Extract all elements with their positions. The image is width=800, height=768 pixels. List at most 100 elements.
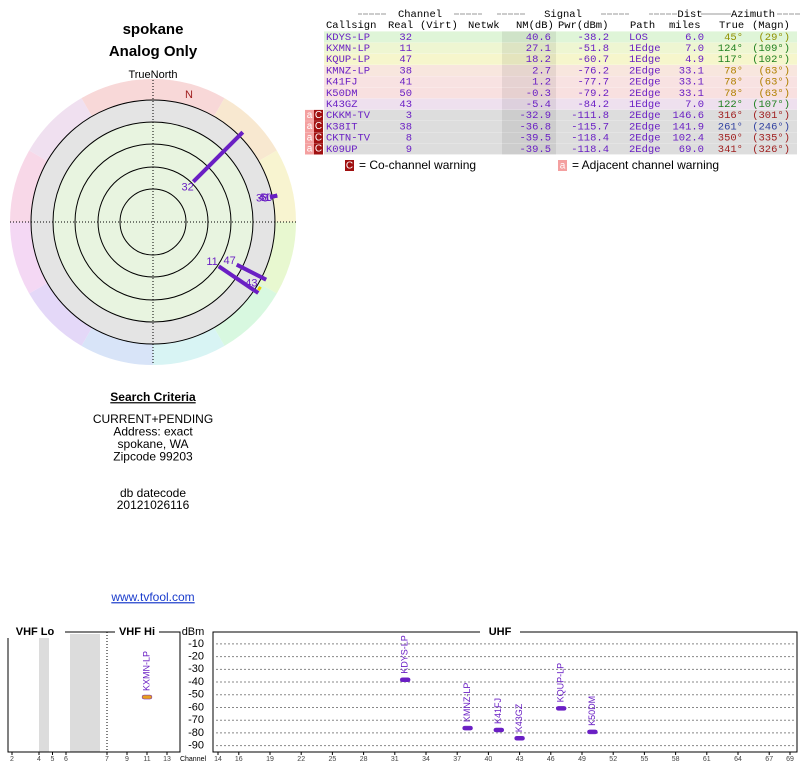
cell-real: 38 xyxy=(399,65,412,77)
row-bg xyxy=(324,121,797,132)
cell-pwr: -77.7 xyxy=(577,77,609,89)
station-table: Channel Signal Dist Azimuth Callsign Real (Vir… xyxy=(305,9,800,172)
signal-line xyxy=(273,193,278,199)
warn-symbol: C xyxy=(315,132,322,143)
x-tick-label: 2 xyxy=(10,756,14,763)
band-title-bg xyxy=(480,626,520,638)
column-header: NM(dB) xyxy=(516,20,554,32)
cell-nm: 18.2 xyxy=(526,54,551,66)
group-header: Signal xyxy=(544,9,582,21)
signal-bar xyxy=(141,694,153,700)
x-tick-label: 25 xyxy=(329,756,337,763)
cell-nm: 27.1 xyxy=(526,43,551,55)
y-tick-label: -30 xyxy=(188,663,204,675)
column-header: (Virt) xyxy=(420,20,458,32)
signal-shade xyxy=(502,121,556,132)
cell-pwr: -38.2 xyxy=(577,32,609,44)
legend-symbol: C xyxy=(346,161,353,172)
signal-bar xyxy=(399,677,411,683)
cell-nm: 40.6 xyxy=(526,32,551,44)
cell-real: 47 xyxy=(399,54,412,66)
cell-real: 8 xyxy=(406,133,412,145)
column-header: Pwr(dBm) xyxy=(558,20,608,32)
signal-label: 38 xyxy=(256,193,268,205)
row-bg xyxy=(324,98,797,110)
warn-symbol: C xyxy=(315,121,322,132)
x-tick-label: 31 xyxy=(391,756,399,763)
station-label: KMNZ-LP xyxy=(462,683,472,723)
x-tick-label: 14 xyxy=(214,756,222,763)
x-tick-label: 37 xyxy=(453,756,461,763)
cell-dist: 33.1 xyxy=(679,77,704,89)
cell-callsign: CKKM-TV xyxy=(326,110,371,122)
warn-box xyxy=(305,132,314,144)
cell-nm: -5.4 xyxy=(526,99,551,111)
warn-box xyxy=(314,109,323,121)
band-title: UHF xyxy=(489,626,512,638)
cell-real: 50 xyxy=(399,88,412,100)
cell-callsign: K41FJ xyxy=(326,77,358,89)
signal-label: 41 xyxy=(258,192,270,204)
row-bg xyxy=(324,65,797,76)
x-tick-label: 64 xyxy=(734,756,742,763)
warn-symbol: a xyxy=(307,110,313,121)
cell-dist: 7.0 xyxy=(685,43,704,55)
search-line: CURRENT+PENDING xyxy=(93,412,213,426)
column-header: Path xyxy=(630,20,655,32)
signal-shade xyxy=(502,53,556,65)
signal-label: 43 xyxy=(245,277,257,289)
cell-true: 122° xyxy=(718,99,743,111)
datecode: 20121026116 xyxy=(117,498,190,512)
cell-magn: (301°) xyxy=(752,110,790,122)
cell-callsign: KMNZ-LP xyxy=(326,65,370,77)
warn-box xyxy=(305,121,314,133)
station-label: K43GZ xyxy=(514,703,524,732)
row-bg xyxy=(324,87,797,99)
cell-nm: 1.2 xyxy=(532,77,551,89)
signal-label: 50 xyxy=(260,192,272,204)
signal-bar xyxy=(555,706,567,711)
cell-true: 341° xyxy=(718,144,743,156)
cell-callsign: KDYS-LP xyxy=(326,32,370,44)
signal-bar xyxy=(462,725,473,731)
link[interactable]: www.tvfool.com xyxy=(110,590,194,604)
signal-shade xyxy=(502,76,556,88)
warn-symbol: a xyxy=(307,132,313,143)
cell-real: 43 xyxy=(399,99,412,111)
title: spokane xyxy=(123,21,184,38)
signal-shade xyxy=(502,87,556,99)
cell-real: 32 xyxy=(399,32,412,44)
x-tick-label: 11 xyxy=(143,756,150,763)
cell-pwr: -76.2 xyxy=(577,65,609,77)
x-tick-label: 16 xyxy=(235,756,243,763)
cell-path: 2Edge xyxy=(629,121,661,133)
y-tick-label: -90 xyxy=(188,740,204,752)
cell-true: 124° xyxy=(718,43,743,55)
search-line: Address: exact xyxy=(113,425,193,439)
cell-dist: 33.1 xyxy=(679,88,704,100)
warn-symbol: a xyxy=(307,144,313,155)
x-tick-label: 28 xyxy=(360,756,368,763)
x-tick-label: 13 xyxy=(163,756,171,763)
cell-dist: 7.0 xyxy=(685,99,704,111)
row-bg xyxy=(324,42,797,54)
y-tick-label: -80 xyxy=(188,727,204,739)
search-line: Zipcode 99203 xyxy=(113,450,193,464)
signal-label: 32 xyxy=(182,181,194,193)
y-tick-label: -70 xyxy=(188,714,204,726)
signal-bar xyxy=(493,727,505,733)
warn-symbol: C xyxy=(315,144,322,155)
cell-dist: 146.6 xyxy=(672,110,704,122)
cell-callsign: K09UP xyxy=(326,144,358,156)
x-tick-label: 46 xyxy=(547,756,555,763)
cell-path: 2Edge xyxy=(629,77,661,89)
x-tick-label: 52 xyxy=(609,756,617,763)
cell-pwr: -51.8 xyxy=(577,43,609,55)
cell-path: 2Edge xyxy=(629,88,661,100)
cell-magn: (326°) xyxy=(752,144,790,156)
band-title: VHF Hi xyxy=(119,626,155,638)
cell-true: 78° xyxy=(724,88,743,100)
row-bg xyxy=(324,109,797,121)
legend-box xyxy=(345,160,354,171)
